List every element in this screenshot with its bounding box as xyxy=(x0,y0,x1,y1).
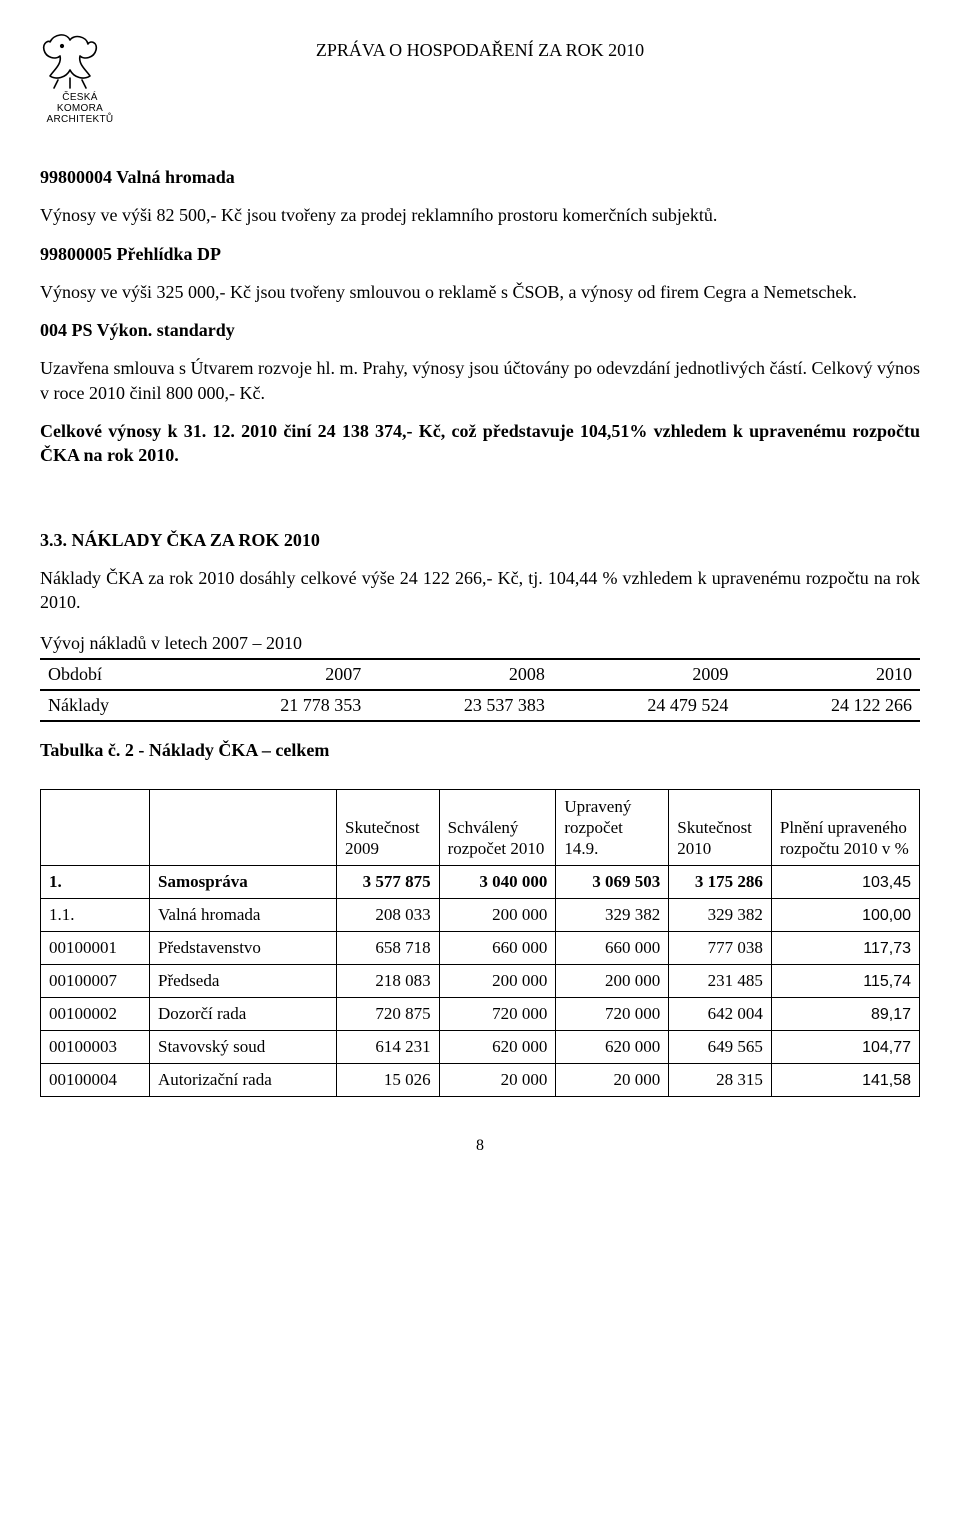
cell-2010: 642 004 xyxy=(669,998,772,1031)
para-99800005: Výnosy ve výši 325 000,- Kč jsou tvořeny… xyxy=(40,280,920,304)
cell-code: 00100007 xyxy=(41,965,150,998)
cell-name: Samospráva xyxy=(150,866,337,899)
costs-th-name xyxy=(150,789,337,866)
costs-table-row: 00100004Autorizační rada15 02620 00020 0… xyxy=(41,1064,920,1097)
costs-table-row: 1.1.Valná hromada208 033200 000329 38232… xyxy=(41,899,920,932)
cell-adjusted: 660 000 xyxy=(556,932,669,965)
period-th-4: 2010 xyxy=(736,659,920,690)
cell-approved: 620 000 xyxy=(439,1031,556,1064)
page-header: ČESKÁ KOMORA ARCHITEKTŮ ZPRÁVA O HOSPODA… xyxy=(40,30,920,125)
para-99800004: Výnosy ve výši 82 500,- Kč jsou tvořeny … xyxy=(40,203,920,227)
cell-2009: 218 083 xyxy=(337,965,440,998)
cell-adjusted: 200 000 xyxy=(556,965,669,998)
costs-table-row: 00100003Stavovský soud614 231620 000620 … xyxy=(41,1031,920,1064)
period-td-2: 23 537 383 xyxy=(369,690,553,721)
logo-caption-line2: ARCHITEKTŮ xyxy=(47,114,114,125)
cell-pct: 100,00 xyxy=(771,899,919,932)
total-revenues-para: Celkové výnosy k 31. 12. 2010 činí 24 13… xyxy=(40,419,920,468)
cell-code: 1.1. xyxy=(41,899,150,932)
heading-3-3: 3.3. NÁKLADY ČKA ZA ROK 2010 xyxy=(40,528,920,552)
period-table-header-row: Období 2007 2008 2009 2010 xyxy=(40,659,920,690)
costs-table-header-row: Skutečnost 2009 Schválený rozpočet 2010 … xyxy=(41,789,920,866)
cell-2010: 3 175 286 xyxy=(669,866,772,899)
para-costs-intro: Náklady ČKA za rok 2010 dosáhly celkové … xyxy=(40,566,920,615)
logo-block: ČESKÁ KOMORA ARCHITEKTŮ xyxy=(40,30,120,125)
cell-pct: 89,17 xyxy=(771,998,919,1031)
cell-code: 00100004 xyxy=(41,1064,150,1097)
cell-name: Valná hromada xyxy=(150,899,337,932)
costs-table-row: 00100007Předseda218 083200 000200 000231… xyxy=(41,965,920,998)
costs-th-2009: Skutečnost 2009 xyxy=(337,789,440,866)
cell-approved: 200 000 xyxy=(439,965,556,998)
period-th-1: 2007 xyxy=(186,659,370,690)
cell-pct: 117,73 xyxy=(771,932,919,965)
costs-th-adjusted: Upravený rozpočet 14.9. xyxy=(556,789,669,866)
period-table: Období 2007 2008 2009 2010 Náklady 21 77… xyxy=(40,658,920,722)
cell-2010: 28 315 xyxy=(669,1064,772,1097)
cell-code: 00100002 xyxy=(41,998,150,1031)
cell-adjusted: 720 000 xyxy=(556,998,669,1031)
period-td-3: 24 479 524 xyxy=(553,690,737,721)
heading-004: 004 PS Výkon. standardy xyxy=(40,318,920,342)
cell-adjusted: 3 069 503 xyxy=(556,866,669,899)
document-page: ČESKÁ KOMORA ARCHITEKTŮ ZPRÁVA O HOSPODA… xyxy=(0,0,960,1195)
period-td-0: Náklady xyxy=(40,690,186,721)
cell-name: Dozorčí rada xyxy=(150,998,337,1031)
period-table-data-row: Náklady 21 778 353 23 537 383 24 479 524… xyxy=(40,690,920,721)
cell-adjusted: 620 000 xyxy=(556,1031,669,1064)
costs-th-pct: Plnění upraveného rozpočtu 2010 v % xyxy=(771,789,919,866)
costs-th-code xyxy=(41,789,150,866)
logo-caption: ČESKÁ KOMORA ARCHITEKTŮ xyxy=(40,92,120,125)
period-th-0: Období xyxy=(40,659,186,690)
cell-pct: 104,77 xyxy=(771,1031,919,1064)
cell-name: Stavovský soud xyxy=(150,1031,337,1064)
costs-th-2010: Skutečnost 2010 xyxy=(669,789,772,866)
cell-approved: 660 000 xyxy=(439,932,556,965)
lion-crest-icon xyxy=(40,30,104,90)
cell-approved: 720 000 xyxy=(439,998,556,1031)
cell-approved: 3 040 000 xyxy=(439,866,556,899)
heading-99800004: 99800004 Valná hromada xyxy=(40,165,920,189)
cell-code: 00100001 xyxy=(41,932,150,965)
cell-2009: 614 231 xyxy=(337,1031,440,1064)
cell-2009: 3 577 875 xyxy=(337,866,440,899)
para-004: Uzavřena smlouva s Útvarem rozvoje hl. m… xyxy=(40,356,920,405)
period-table-caption: Vývoj nákladů v letech 2007 – 2010 xyxy=(40,633,920,654)
logo-caption-line1: ČESKÁ KOMORA xyxy=(57,92,103,114)
heading-99800005: 99800005 Přehlídka DP xyxy=(40,242,920,266)
cell-code: 00100003 xyxy=(41,1031,150,1064)
cell-2010: 649 565 xyxy=(669,1031,772,1064)
cell-name: Představenstvo xyxy=(150,932,337,965)
period-th-2: 2008 xyxy=(369,659,553,690)
cell-2009: 720 875 xyxy=(337,998,440,1031)
cell-name: Autorizační rada xyxy=(150,1064,337,1097)
costs-table: Skutečnost 2009 Schválený rozpočet 2010 … xyxy=(40,789,920,1098)
report-title: ZPRÁVA O HOSPODAŘENÍ ZA ROK 2010 xyxy=(120,30,840,61)
cell-approved: 200 000 xyxy=(439,899,556,932)
page-number: 8 xyxy=(40,1137,920,1155)
costs-table-row: 00100002Dozorčí rada720 875720 000720 00… xyxy=(41,998,920,1031)
cell-pct: 141,58 xyxy=(771,1064,919,1097)
cell-pct: 115,74 xyxy=(771,965,919,998)
cell-2010: 777 038 xyxy=(669,932,772,965)
period-td-4: 24 122 266 xyxy=(736,690,920,721)
cell-2010: 329 382 xyxy=(669,899,772,932)
table2-caption: Tabulka č. 2 - Náklady ČKA – celkem xyxy=(40,740,920,761)
cell-pct: 103,45 xyxy=(771,866,919,899)
costs-table-row: 00100001Představenstvo658 718660 000660 … xyxy=(41,932,920,965)
cell-adjusted: 20 000 xyxy=(556,1064,669,1097)
cell-2009: 658 718 xyxy=(337,932,440,965)
period-td-1: 21 778 353 xyxy=(186,690,370,721)
cell-approved: 20 000 xyxy=(439,1064,556,1097)
costs-table-row: 1.Samospráva3 577 8753 040 0003 069 5033… xyxy=(41,866,920,899)
cell-2009: 15 026 xyxy=(337,1064,440,1097)
costs-th-approved: Schválený rozpočet 2010 xyxy=(439,789,556,866)
cell-adjusted: 329 382 xyxy=(556,899,669,932)
cell-2009: 208 033 xyxy=(337,899,440,932)
cell-name: Předseda xyxy=(150,965,337,998)
cell-code: 1. xyxy=(41,866,150,899)
period-th-3: 2009 xyxy=(553,659,737,690)
cell-2010: 231 485 xyxy=(669,965,772,998)
